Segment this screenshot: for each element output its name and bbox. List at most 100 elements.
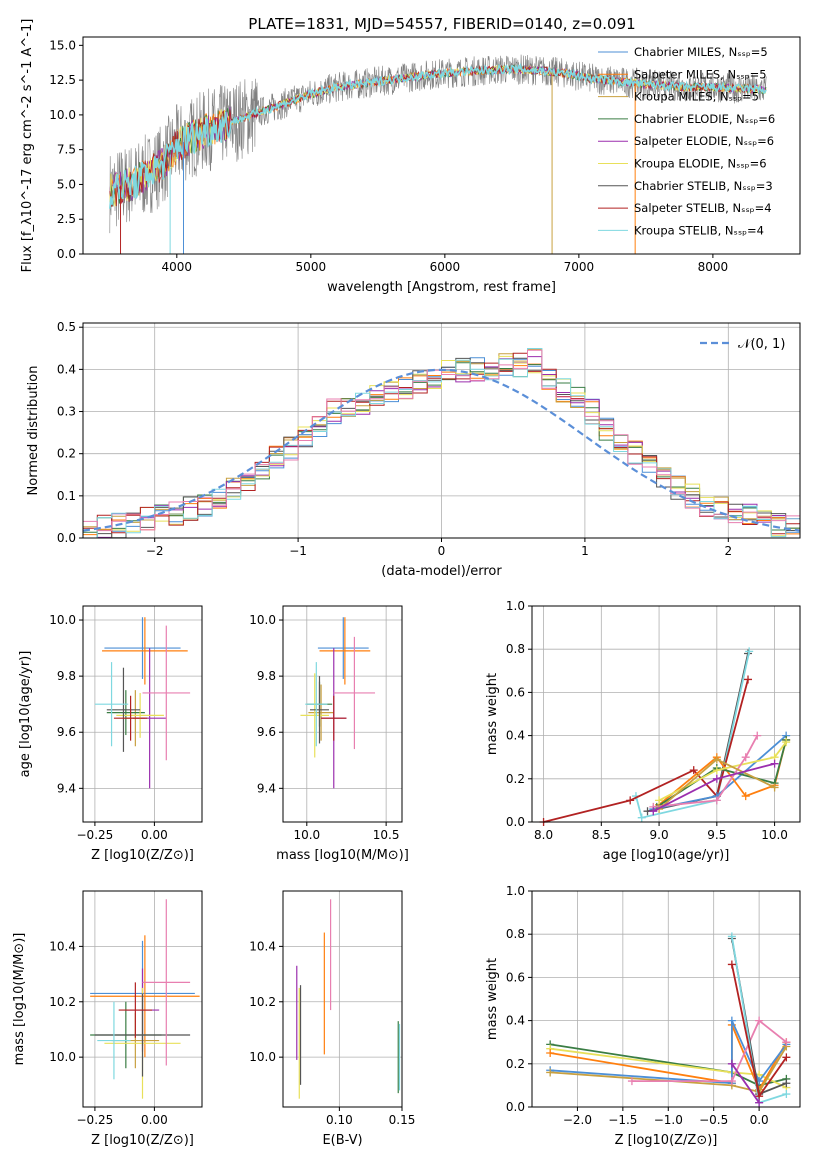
y-tick-label: 9.8 bbox=[57, 669, 76, 683]
weight-marker bbox=[727, 1016, 736, 1025]
weight-marker bbox=[627, 1077, 636, 1086]
y-tick-label: 2.5 bbox=[57, 212, 76, 226]
weight-marker bbox=[782, 1090, 791, 1099]
y-tick-label: 0.4 bbox=[57, 362, 76, 376]
y-tick-label: 0.2 bbox=[57, 447, 76, 461]
weight-marker bbox=[626, 796, 635, 805]
x-tick-label: 5000 bbox=[296, 260, 327, 274]
weight-marker bbox=[649, 807, 658, 816]
y-tick-label: 0.4 bbox=[506, 1014, 525, 1028]
weight-marker bbox=[745, 647, 754, 656]
weight-marker bbox=[727, 1059, 736, 1068]
x-tick-label: 0.00 bbox=[141, 828, 168, 842]
x-tick-label: 7000 bbox=[564, 260, 595, 274]
plot-layer: 4000 5000 6000 7000 80000.02.55.07.510.012.5… bbox=[12, 19, 801, 1148]
y-tick-label: 10.4 bbox=[249, 939, 276, 953]
weight_vs_Z-frame bbox=[531, 890, 801, 1108]
x-tick-label: 6000 bbox=[430, 260, 461, 274]
weight-line bbox=[653, 735, 759, 808]
weight-marker bbox=[741, 753, 750, 762]
y-tick-label: 1.0 bbox=[506, 599, 525, 613]
y-tick-label: 0.2 bbox=[506, 772, 525, 786]
y-tick-label: 1.0 bbox=[506, 884, 525, 898]
x-tick-label: 0.10 bbox=[326, 1113, 353, 1127]
weight-marker bbox=[782, 1038, 791, 1047]
y-tick-label: 9.4 bbox=[257, 781, 276, 795]
x-tick-label: 8.0 bbox=[534, 828, 553, 842]
x-tick-label: −0.5 bbox=[699, 1113, 728, 1127]
y-tick-label: 10.2 bbox=[49, 995, 76, 1009]
weight-marker bbox=[770, 759, 779, 768]
x-tick-label: 8.5 bbox=[592, 828, 611, 842]
y-axis-label: mass [log10(M/M⊙)] bbox=[12, 933, 27, 1066]
y-tick-label: 9.6 bbox=[257, 725, 276, 739]
model-spectrum-line bbox=[109, 65, 767, 203]
x-tick-label: −0.25 bbox=[77, 1113, 114, 1127]
x-tick-label: −0.25 bbox=[77, 828, 114, 842]
weight-marker bbox=[637, 813, 646, 822]
y-tick-label: 0.4 bbox=[506, 729, 525, 743]
y-tick-label: 9.6 bbox=[57, 725, 76, 739]
x-tick-label: −1.0 bbox=[654, 1113, 683, 1127]
weight-marker bbox=[727, 960, 736, 969]
y-tick-label: 10.0 bbox=[49, 613, 76, 627]
weight-line bbox=[731, 1063, 760, 1104]
mass_vs_Z-frame bbox=[82, 890, 203, 1108]
spectrum-frame bbox=[82, 36, 801, 255]
y-tick-label: 0.2 bbox=[506, 1057, 525, 1071]
y-tick-label: 10.0 bbox=[249, 1050, 276, 1064]
x-axis-label: Z [log10(Z/Z⊙)] bbox=[91, 848, 194, 863]
residuals-frame bbox=[82, 322, 801, 539]
legend-entry: Kroupa STELIB, Nₛₛₚ=4 bbox=[634, 223, 764, 237]
y-tick-label: 5.0 bbox=[57, 177, 76, 191]
weight-marker bbox=[744, 675, 753, 684]
y-tick-label: 9.4 bbox=[57, 781, 76, 795]
x-tick-label: 4000 bbox=[162, 260, 193, 274]
y-axis-label: mass weight bbox=[485, 673, 500, 755]
x-axis-label: mass [log10(M/M⊙)] bbox=[276, 848, 409, 863]
figure-title: PLATE=1831, MJD=54557, FIBERID=0140, z=0… bbox=[248, 15, 635, 33]
x-tick-label: 10.5 bbox=[373, 828, 400, 842]
weight-marker bbox=[753, 731, 762, 740]
legend-entry: Chabrier ELODIE, Nₛₛₚ=6 bbox=[634, 112, 775, 126]
legend-entry: Chabrier MILES, Nₛₛₚ=5 bbox=[634, 45, 768, 59]
y-tick-label: 0.5 bbox=[57, 320, 76, 334]
y-axis-label: mass weight bbox=[485, 958, 500, 1040]
weight-marker bbox=[546, 1068, 555, 1077]
histogram-step bbox=[83, 348, 800, 539]
y-tick-label: 0.0 bbox=[57, 531, 76, 545]
x-tick-label: 0.15 bbox=[389, 1113, 416, 1127]
x-axis-label: age [log10(age/yr)] bbox=[603, 848, 730, 863]
x-tick-label: 9.5 bbox=[707, 828, 726, 842]
y-tick-label: 10.0 bbox=[249, 613, 276, 627]
gaussian-curve bbox=[82, 368, 801, 532]
age_vs_mass-frame bbox=[282, 605, 403, 823]
x-axis-label: Z [log10(Z/Z⊙)] bbox=[91, 1133, 194, 1148]
x-tick-label: 8000 bbox=[698, 260, 729, 274]
age_vs_Z-frame bbox=[82, 605, 203, 823]
weight-marker bbox=[755, 1016, 764, 1025]
y-tick-label: 0.6 bbox=[506, 685, 525, 699]
legend-entry: Kroupa ELODIE, Nₛₛₚ=6 bbox=[634, 157, 767, 171]
weight-marker bbox=[741, 792, 750, 801]
y-tick-label: 10.4 bbox=[49, 939, 76, 953]
y-tick-label: 10.0 bbox=[49, 1050, 76, 1064]
y-axis-label: age [log10(age/yr)] bbox=[18, 651, 33, 778]
legend-entry: Salpeter ELODIE, Nₛₛₚ=6 bbox=[634, 134, 774, 148]
x-tick-label: 0.00 bbox=[141, 1113, 168, 1127]
x-tick-label: 0 bbox=[438, 544, 446, 558]
weight-line bbox=[656, 739, 787, 808]
y-tick-label: 10.2 bbox=[249, 995, 276, 1009]
y-tick-label: 0.8 bbox=[506, 927, 525, 941]
weight-line bbox=[635, 651, 751, 819]
weight-line bbox=[550, 1047, 787, 1089]
model-spectrum-line bbox=[109, 62, 767, 209]
weight-marker bbox=[727, 932, 736, 941]
y-tick-label: 0.3 bbox=[57, 405, 76, 419]
weight-marker bbox=[689, 766, 698, 775]
spectrum-lines bbox=[109, 54, 767, 254]
y-tick-label: 0.0 bbox=[506, 815, 525, 829]
weight-marker bbox=[727, 1077, 736, 1086]
x-tick-label: 1 bbox=[581, 544, 589, 558]
